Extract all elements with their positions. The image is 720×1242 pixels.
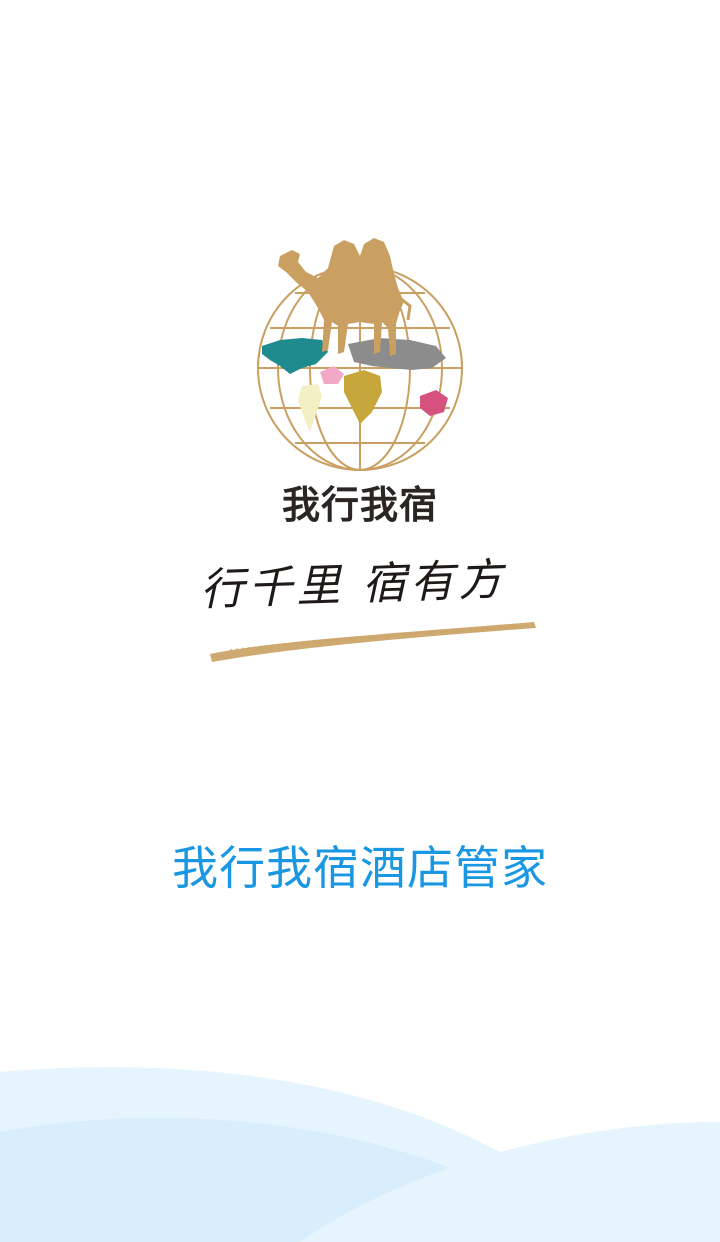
brush-stroke-decoration — [210, 622, 536, 662]
logo-area: 我行我宿 行千里 宿有方 — [170, 238, 550, 688]
slogan-block: 行千里 宿有方 — [170, 548, 550, 688]
brand-name: 我行我宿 — [281, 483, 438, 527]
camel-globe-logo-icon — [257, 238, 463, 471]
wave-background — [0, 1067, 720, 1242]
app-title: 我行我宿酒店管家 — [172, 841, 548, 895]
